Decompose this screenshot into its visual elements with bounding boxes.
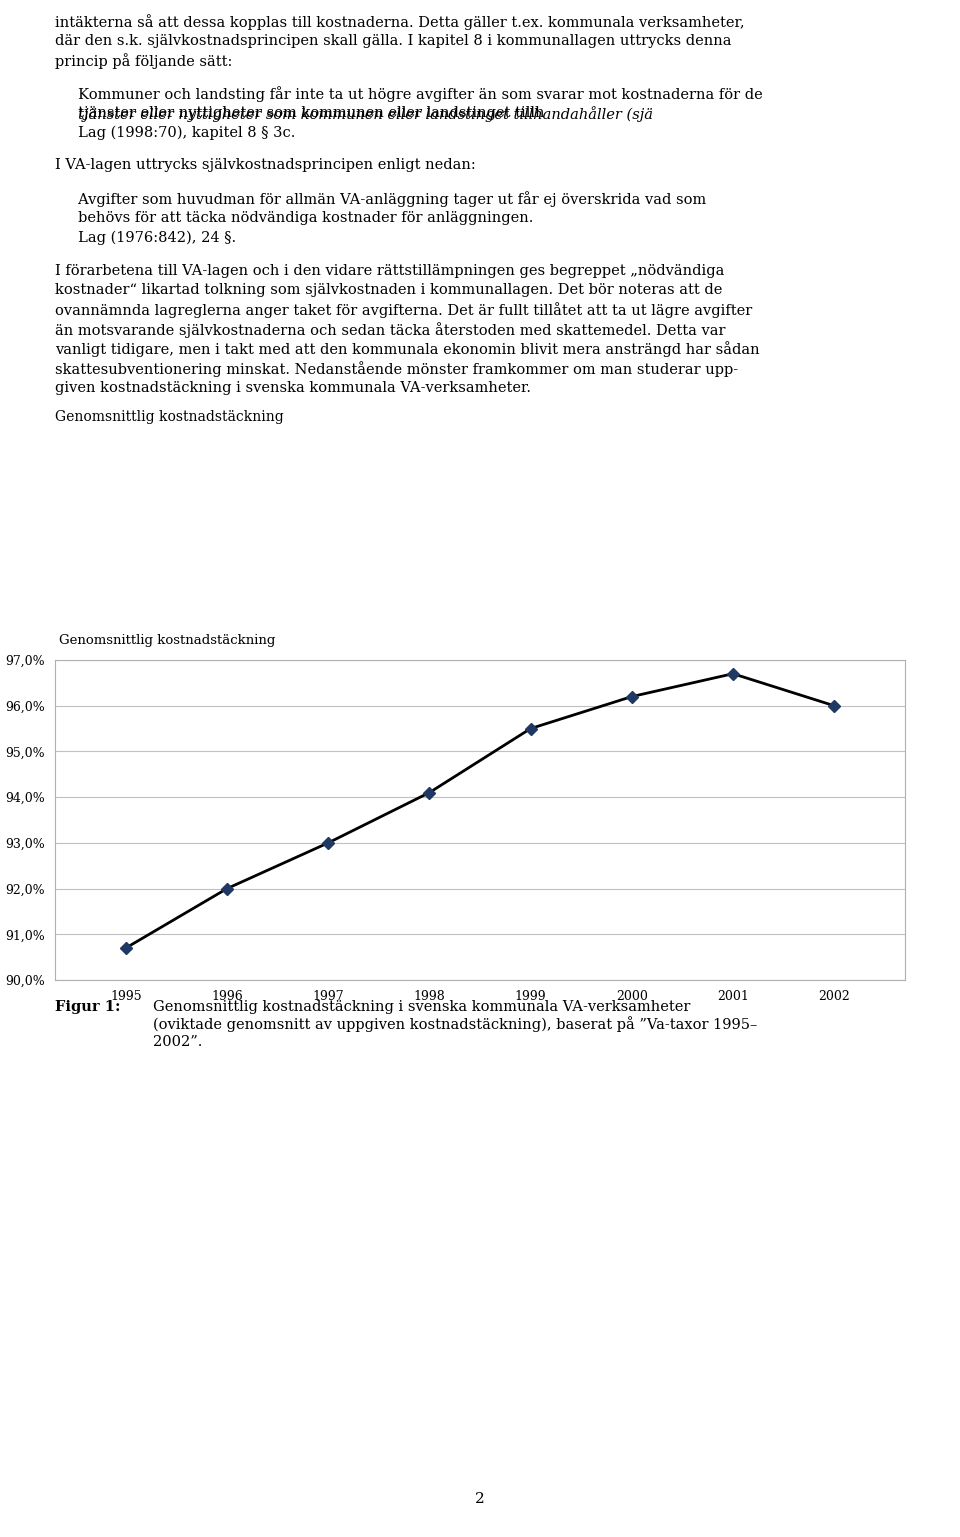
Text: 2: 2 xyxy=(475,1491,485,1506)
Text: intäkterna så att dessa kopplas till kostnaderna. Detta gäller t.ex. kommunala v: intäkterna så att dessa kopplas till kos… xyxy=(55,14,745,29)
Text: I VA-lagen uttrycks självkostnadsprincipen enligt nedan:: I VA-lagen uttrycks självkostnadsprincip… xyxy=(55,158,476,172)
Text: given kostnadstäckning i svenska kommunala VA-verksamheter.: given kostnadstäckning i svenska kommuna… xyxy=(55,381,531,395)
Text: skattesubventionering minskat. Nedanstående mönster framkommer om man studerar u: skattesubventionering minskat. Nedanståe… xyxy=(55,361,738,377)
Text: tjänster eller nyttigheter som kommunen eller landstinget tillh: tjänster eller nyttigheter som kommunen … xyxy=(55,106,544,120)
Text: Genomsnittlig kostnadstäckning: Genomsnittlig kostnadstäckning xyxy=(55,410,284,424)
Text: behövs för att täcka nödvändiga kostnader för anläggningen.: behövs för att täcka nödvändiga kostnade… xyxy=(55,211,534,224)
Text: Avgifter som huvudman för allmän VA-anläggning tager ut får ej överskrida vad so: Avgifter som huvudman för allmän VA-anlä… xyxy=(55,192,707,207)
Text: Kommuner och landsting får inte ta ut högre avgifter än som svarar mot kostnader: Kommuner och landsting får inte ta ut hö… xyxy=(55,86,763,101)
Text: än motsvarande självkostnaderna och sedan täcka återstoden med skattemedel. Dett: än motsvarande självkostnaderna och seda… xyxy=(55,323,726,338)
Text: Lag (1998:70), kapitel 8 § 3c.: Lag (1998:70), kapitel 8 § 3c. xyxy=(55,124,296,140)
Text: Lag (1976:842), 24 §.: Lag (1976:842), 24 §. xyxy=(55,231,236,244)
Text: ovannämnda lagreglerna anger taket för avgifterna. Det är fullt tillåtet att ta : ovannämnda lagreglerna anger taket för a… xyxy=(55,303,753,318)
Text: Figur 1:: Figur 1: xyxy=(55,1001,121,1014)
Text: Genomsnittlig kostnadstäckning i svenska kommunala VA-verksamheter
(oviktade gen: Genomsnittlig kostnadstäckning i svenska… xyxy=(153,1001,757,1048)
Text: kostnader“ likartad tolkning som självkostnaden i kommunallagen. Det bör noteras: kostnader“ likartad tolkning som självko… xyxy=(55,283,722,297)
Text: Genomsnittlig kostnadstäckning: Genomsnittlig kostnadstäckning xyxy=(60,635,276,647)
Text: tjänster eller nyttigheter som kommunen eller landstinget tillhandahåller (sjä: tjänster eller nyttigheter som kommunen … xyxy=(55,106,653,121)
Text: princip på följande sätt:: princip på följande sätt: xyxy=(55,52,232,69)
Text: I förarbetena till VA-lagen och i den vidare rättstillämpningen ges begreppet „n: I förarbetena till VA-lagen och i den vi… xyxy=(55,264,725,278)
Text: där den s.k. självkostnadsprincipen skall gälla. I kapitel 8 i kommunallagen utt: där den s.k. självkostnadsprincipen skal… xyxy=(55,34,732,48)
Text: vanligt tidigare, men i takt med att den kommunala ekonomin blivit mera ansträng: vanligt tidigare, men i takt med att den… xyxy=(55,341,759,358)
